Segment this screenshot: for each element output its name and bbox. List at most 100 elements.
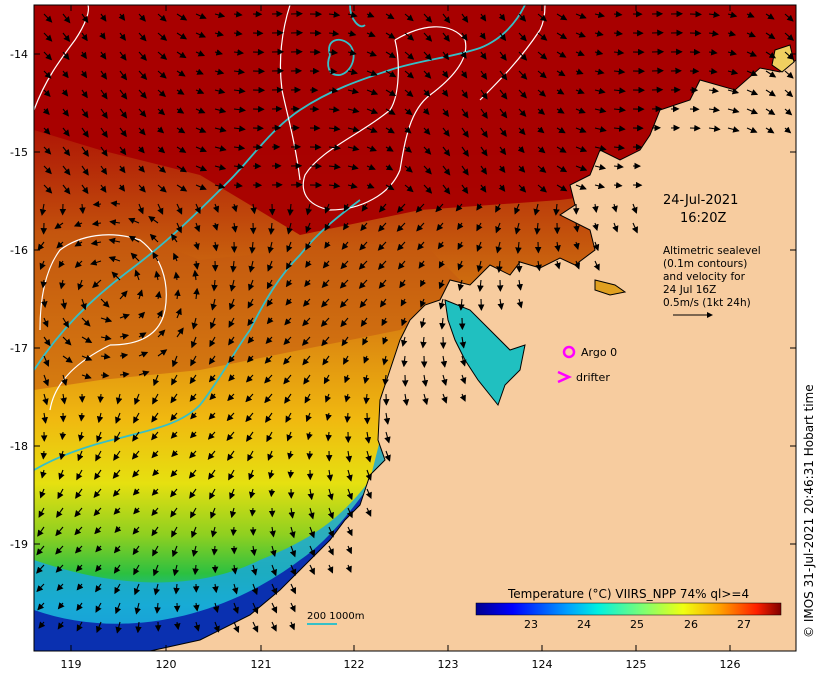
velocity-arrow (477, 279, 484, 292)
velocity-arrow (208, 355, 216, 365)
velocity-arrow (289, 545, 297, 558)
velocity-arrow (404, 108, 413, 116)
velocity-arrow (480, 108, 488, 119)
velocity-arrow (328, 125, 341, 132)
velocity-arrow (746, 50, 758, 57)
velocity-arrow (252, 602, 259, 615)
velocity-arrow (385, 127, 395, 134)
isobath-label: 200 1000m (307, 611, 364, 622)
velocity-arrow (133, 583, 141, 596)
velocity-arrow (270, 564, 277, 577)
colorbar-tick: 24 (577, 618, 591, 631)
velocity-arrow (270, 545, 277, 558)
colorbar-tick: 27 (737, 618, 751, 631)
velocity-arrow (613, 49, 625, 56)
velocity-arrow (151, 507, 159, 517)
velocity-arrow (361, 203, 369, 212)
velocity-arrow (360, 222, 368, 232)
velocity-arrow (284, 317, 292, 326)
velocity-arrow (157, 51, 168, 60)
velocity-arrow (573, 222, 580, 233)
island (771, 44, 795, 73)
velocity-arrow (289, 526, 296, 539)
velocity-arrow (784, 13, 794, 22)
velocity-arrow (95, 583, 102, 593)
velocity-arrow (347, 182, 358, 190)
velocity-arrow (287, 450, 294, 460)
velocity-arrow (442, 13, 451, 24)
velocity-arrow (195, 165, 208, 172)
colorbar-tick: 26 (684, 618, 698, 631)
velocity-arrow (613, 106, 626, 113)
velocity-arrow (303, 374, 311, 385)
velocity-arrow (575, 31, 586, 38)
velocity-arrow (460, 355, 467, 367)
velocity-arrow (157, 184, 167, 193)
velocity-arrow (401, 355, 408, 368)
lon-tick-label: 119 (61, 658, 82, 671)
velocity-arrow (137, 146, 145, 154)
velocity-arrow (404, 165, 413, 173)
velocity-arrow (556, 32, 568, 40)
velocity-arrow (517, 146, 525, 154)
velocity-arrow (174, 621, 181, 631)
velocity-arrow (267, 260, 274, 272)
velocity-arrow (266, 431, 273, 443)
velocity-arrow (138, 51, 147, 61)
velocity-arrow (423, 165, 432, 175)
velocity-arrow (476, 241, 483, 252)
velocity-arrow (499, 108, 508, 119)
velocity-arrow (347, 68, 358, 76)
velocity-arrow (43, 146, 52, 155)
velocity-arrow (214, 49, 223, 56)
argo-label: Argo 0 (581, 346, 617, 359)
velocity-arrow (157, 349, 168, 357)
velocity-arrow (114, 602, 122, 615)
velocity-arrow (304, 393, 311, 404)
velocity-arrow (114, 431, 121, 443)
velocity-arrow (176, 107, 185, 114)
velocity-arrow (594, 145, 607, 152)
velocity-arrow (76, 602, 83, 611)
velocity-arrow (480, 127, 488, 138)
velocity-arrow (495, 203, 502, 213)
velocity-arrow (593, 260, 600, 271)
velocity-arrow (270, 621, 277, 632)
velocity-arrow (396, 203, 406, 213)
velocity-arrow (37, 602, 45, 611)
velocity-arrow (100, 165, 108, 175)
velocity-arrow (62, 165, 71, 176)
velocity-arrow (233, 106, 246, 113)
velocity-arrow (362, 336, 369, 346)
velocity-arrow (594, 182, 606, 190)
velocity-arrow (366, 50, 377, 57)
velocity-arrow (594, 49, 604, 56)
velocity-arrow (195, 68, 204, 75)
velocity-arrow (461, 127, 469, 138)
velocity-arrow (42, 317, 49, 328)
velocity-arrow (423, 89, 431, 97)
velocity-arrow (459, 393, 466, 402)
velocity-arrow (309, 545, 316, 557)
velocity-arrow (708, 11, 721, 18)
velocity-arrow (128, 235, 140, 243)
velocity-arrow (366, 126, 378, 133)
velocity-arrow (499, 32, 507, 42)
velocity-arrow (359, 298, 368, 308)
velocity-arrow (190, 412, 198, 420)
velocity-arrow (112, 488, 121, 497)
velocity-arrow (73, 220, 83, 227)
velocity-arrow (214, 87, 226, 95)
velocity-arrow (195, 184, 207, 191)
velocity-arrow (60, 298, 68, 310)
velocity-arrow (366, 88, 379, 96)
velocity-arrow (133, 564, 140, 576)
velocity-arrow (62, 317, 69, 328)
velocity-arrow (171, 374, 178, 386)
velocity-arrow (42, 393, 49, 406)
velocity-arrow (62, 108, 69, 117)
velocity-arrow (437, 241, 445, 250)
velocity-arrow (366, 145, 377, 152)
velocity-arrow (613, 68, 626, 75)
velocity-arrow (40, 450, 48, 460)
